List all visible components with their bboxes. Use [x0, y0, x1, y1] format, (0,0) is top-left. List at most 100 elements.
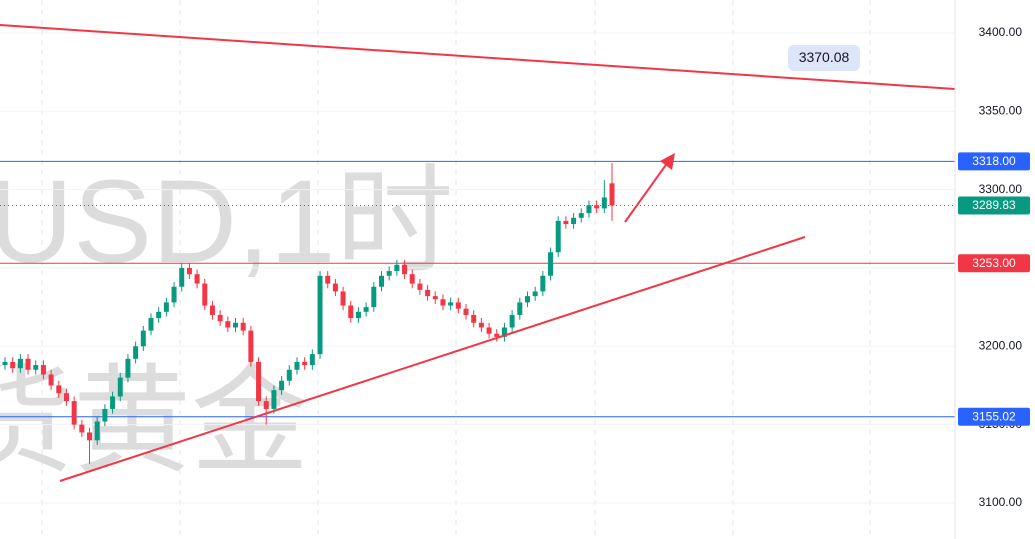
candle-body: [17, 358, 23, 369]
price-tag-text: 3253.00: [972, 256, 1016, 270]
arrow: [624, 161, 669, 223]
candle-body: [609, 183, 615, 206]
candle-body: [286, 369, 292, 381]
candle-body: [571, 217, 577, 225]
candle-body: [309, 354, 315, 366]
candle-body: [371, 286, 377, 308]
candle-body: [548, 252, 554, 276]
candle-body: [555, 220, 561, 253]
candle-body: [471, 314, 477, 323]
candle-body: [355, 311, 361, 319]
candle-body: [2, 361, 8, 366]
price-tag: [958, 152, 1030, 171]
candle-body: [594, 205, 600, 209]
y-tick-label: 3100.00: [979, 495, 1023, 509]
candle-body: [79, 424, 85, 433]
candle-body: [486, 327, 492, 334]
candle-body: [279, 380, 285, 391]
candle-body: [209, 305, 215, 315]
candle-body: [425, 289, 431, 297]
watermark: 货黄金: [0, 356, 309, 488]
candle-body: [317, 275, 323, 355]
candle-body: [417, 283, 423, 290]
candle-body: [563, 220, 569, 225]
price-tag: [958, 254, 1030, 273]
candle-body: [125, 358, 131, 378]
candle-body: [463, 308, 469, 315]
candle-body: [10, 361, 16, 369]
candle-body: [509, 314, 515, 328]
candle-body: [163, 302, 169, 312]
candle-body: [540, 275, 546, 292]
candle-body: [386, 271, 392, 276]
candle-body: [501, 327, 507, 337]
arrow-head: [660, 153, 675, 170]
candle-body: [133, 346, 139, 359]
candle-body: [325, 275, 331, 284]
candle-body: [478, 322, 484, 328]
price-tag-text: 3155.02: [972, 409, 1016, 423]
candle-body: [63, 393, 69, 402]
candle-body: [217, 314, 223, 322]
y-tick-label: 3300.00: [979, 182, 1023, 196]
candle-body: [409, 274, 415, 284]
candle-body: [248, 330, 254, 362]
candle-body: [601, 197, 607, 209]
y-tick-label: 3350.00: [979, 103, 1023, 117]
candle-body: [432, 296, 438, 300]
candle-body: [233, 322, 239, 328]
candle-body: [71, 401, 77, 425]
trend-line: [59, 236, 806, 482]
candle-body: [524, 296, 530, 303]
candle-body: [156, 311, 162, 319]
candle-body: [202, 283, 208, 306]
candle-body: [240, 322, 246, 331]
candle-body: [402, 264, 408, 275]
candle-body: [348, 305, 354, 319]
candle-body: [40, 365, 46, 375]
candle-body: [578, 213, 584, 218]
candle-body: [586, 205, 592, 214]
candle-body: [455, 302, 461, 309]
candle-body: [225, 321, 231, 328]
price-callout: [788, 45, 860, 71]
candle-body: [140, 330, 146, 347]
candle-body: [256, 361, 262, 402]
candle-body: [340, 291, 346, 306]
candle-body: [102, 408, 108, 422]
candle-body: [87, 432, 93, 441]
candle-body: [56, 385, 62, 394]
candle-body: [378, 275, 384, 287]
candle-body: [171, 286, 177, 303]
candle-body: [186, 267, 192, 275]
candle-body: [25, 358, 31, 370]
candle-body: [302, 361, 308, 366]
candle-body: [517, 302, 523, 315]
trend-line: [0, 24, 956, 90]
candle-body: [532, 291, 538, 297]
candle-body: [332, 283, 338, 292]
candle-body: [194, 274, 200, 284]
price-tag-text: 3318.00: [972, 154, 1016, 168]
candle-body: [33, 365, 39, 370]
candle-body: [394, 264, 400, 272]
candle-body: [94, 421, 100, 441]
price-tag-text: 3289.83: [972, 198, 1016, 212]
y-tick-label: 3400.00: [979, 25, 1023, 39]
candle-body: [494, 333, 500, 337]
candle-body: [48, 374, 54, 386]
candle-body: [117, 377, 123, 397]
y-tick-label: 3200.00: [979, 338, 1023, 352]
candle-body: [448, 302, 454, 306]
price-tag: [958, 407, 1030, 426]
candle-body: [263, 401, 269, 409]
candle-body: [363, 307, 369, 312]
candle-body: [148, 318, 154, 331]
watermark: USD,1时: [0, 156, 454, 288]
candle-body: [271, 390, 277, 409]
price-callout-text: 3370.08: [799, 49, 850, 65]
candle-body: [294, 361, 300, 370]
price-tag: [958, 196, 1030, 215]
candle-body: [110, 396, 116, 409]
